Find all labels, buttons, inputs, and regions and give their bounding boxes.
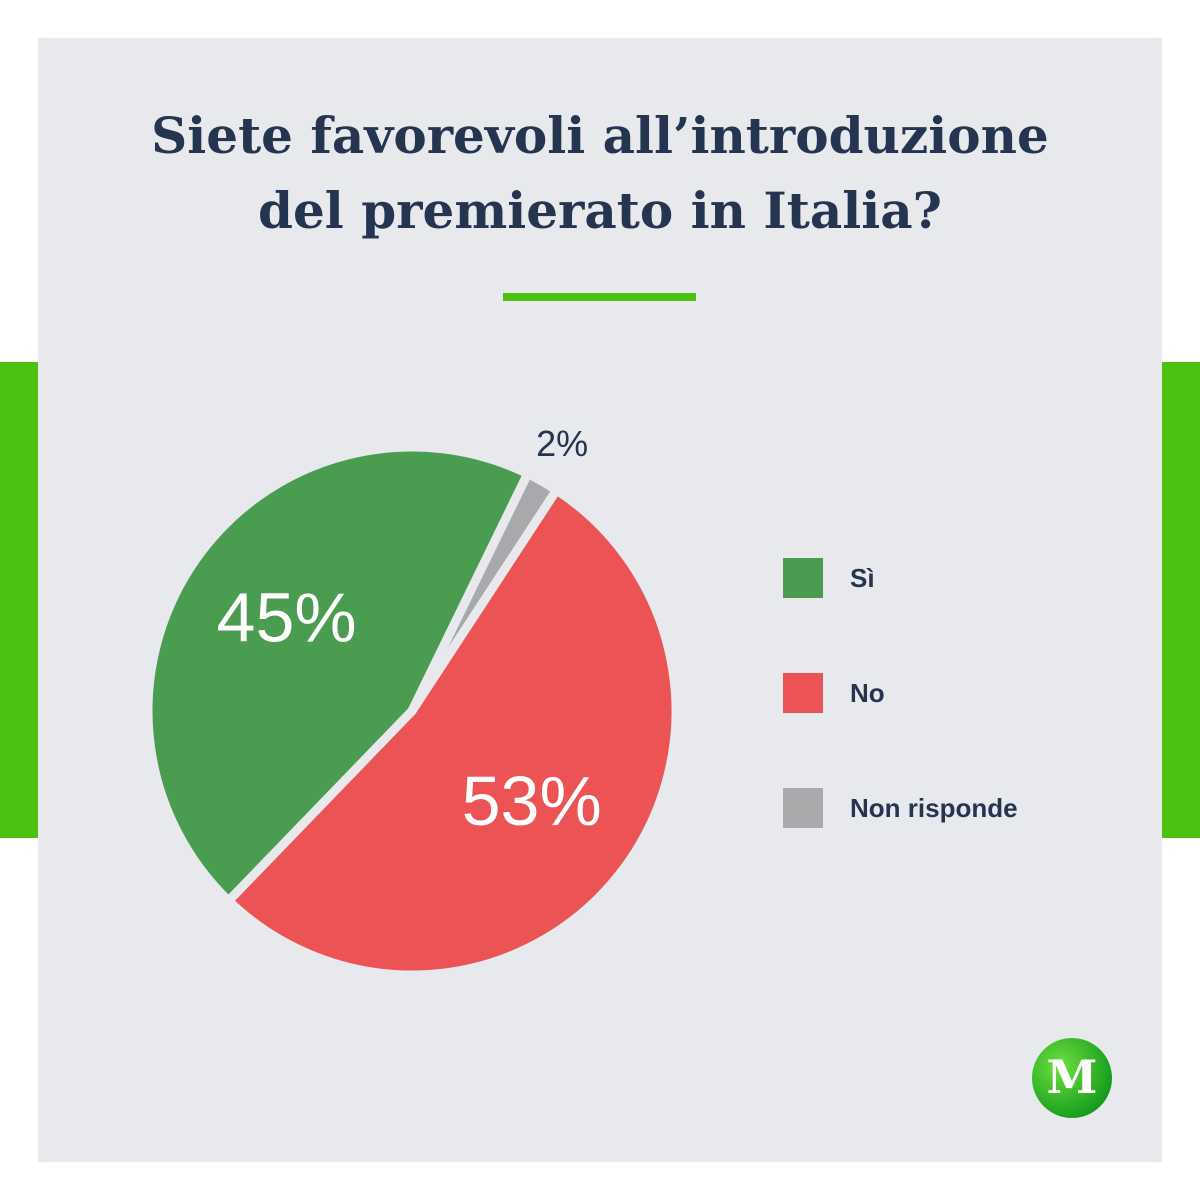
legend-swatch: [783, 673, 823, 713]
legend-label: No: [850, 678, 885, 708]
logo: [1032, 1038, 1112, 1118]
side-bar: [0, 362, 38, 838]
data-label: 45%: [217, 579, 357, 657]
chart-title: del premierato in Italia?: [258, 181, 942, 240]
data-label: 53%: [462, 762, 602, 840]
legend-label: Sì: [850, 563, 875, 593]
pie-slice: [224, 485, 681, 980]
side-bar: [1162, 362, 1200, 838]
data-label: 2%: [536, 423, 588, 464]
chart-title: Siete favorevoli all’introduzione: [151, 106, 1049, 165]
legend-label: Non risponde: [850, 793, 1018, 823]
legend-swatch: [783, 558, 823, 598]
title-underline: [503, 293, 696, 301]
legend-swatch: [783, 788, 823, 828]
pie-slice: [143, 442, 533, 906]
logo-text: M: [1047, 1050, 1098, 1104]
